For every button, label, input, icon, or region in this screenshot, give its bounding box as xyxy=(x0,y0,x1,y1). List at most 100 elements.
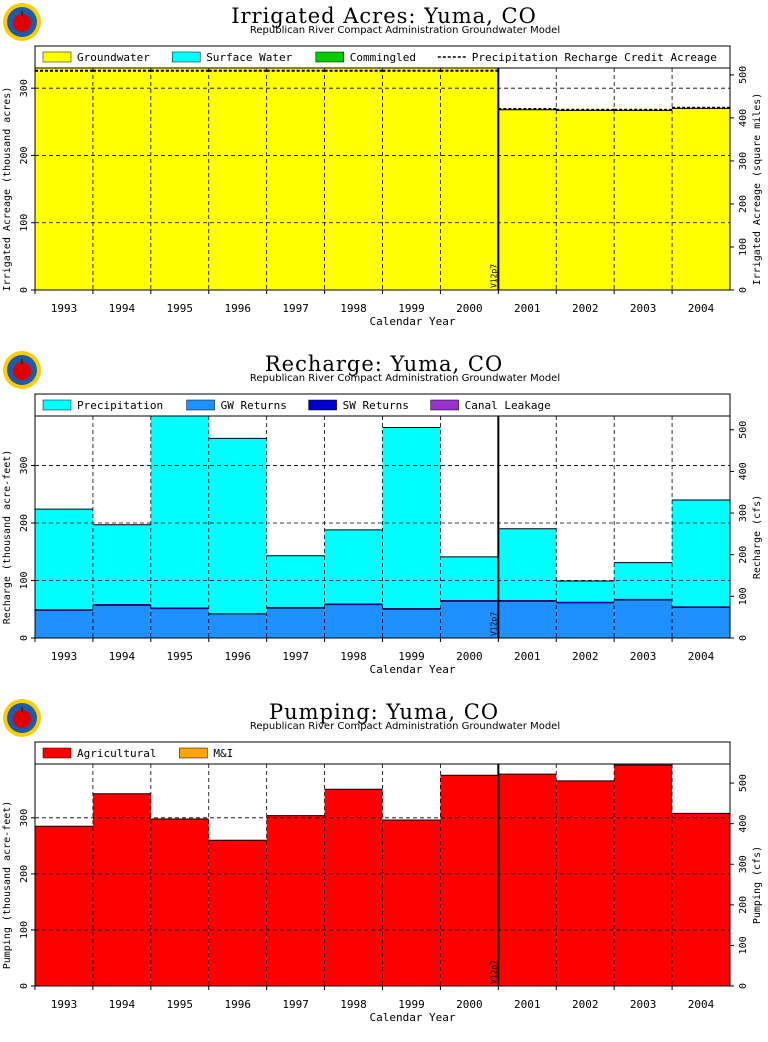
legend-label: Precipitation xyxy=(77,399,163,412)
y-right-tick-label: 500 xyxy=(738,421,749,439)
apple-logo-icon xyxy=(3,699,41,737)
y-right-axis-title: Pumping (cfs) xyxy=(752,846,763,924)
y-right-tick-label: 500 xyxy=(738,774,749,792)
bar-agricultural-2002 xyxy=(556,780,615,986)
x-tick-label: 2000 xyxy=(456,302,483,315)
x-tick-label: 1998 xyxy=(340,302,367,315)
legend-label: Canal Leakage xyxy=(465,399,551,412)
apple-logo-icon xyxy=(3,3,41,41)
bar-sw-returns-1995 xyxy=(150,607,209,609)
bar-precipitation-2000 xyxy=(440,556,499,601)
x-tick-label: 1993 xyxy=(51,650,78,663)
bar-groundwater-2001 xyxy=(498,109,557,290)
x-tick-label: 2000 xyxy=(456,650,483,663)
bar-precipitation-2001 xyxy=(498,528,557,601)
pumping-panel: Pumping: Yuma, CO Republican River Compa… xyxy=(0,696,768,1042)
y-tick-label: 0 xyxy=(19,983,30,989)
x-tick-label: 1999 xyxy=(398,650,425,663)
y-right-tick-label: 500 xyxy=(738,66,749,84)
legend-label: Commingled xyxy=(350,51,416,64)
y-right-tick-label: 0 xyxy=(738,983,749,989)
x-tick-label: 1998 xyxy=(340,650,367,663)
bar-gw-returns-1993 xyxy=(35,610,93,638)
y-right-tick-label: 100 xyxy=(738,936,749,954)
y-right-tick-label: 0 xyxy=(738,635,749,641)
bar-groundwater-1997 xyxy=(266,68,325,290)
x-tick-label: 2004 xyxy=(688,302,715,315)
y-right-tick-label: 200 xyxy=(738,195,749,213)
y-right-tick-label: 200 xyxy=(738,896,749,914)
legend-swatch xyxy=(42,51,72,63)
x-tick-label: 1997 xyxy=(282,302,309,315)
bar-gw-returns-2002 xyxy=(556,602,615,638)
y-axis-title: Pumping (thousand acre-feet) xyxy=(2,801,13,970)
x-axis-title: Calendar Year xyxy=(369,1011,455,1024)
x-tick-label: 1996 xyxy=(224,302,251,315)
y-tick-label: 0 xyxy=(19,287,30,293)
bar-groundwater-1994 xyxy=(92,68,151,290)
bar-gw-returns-2003 xyxy=(614,600,673,638)
y-right-axis-title: Irrigated Acreage (square miles) xyxy=(752,93,763,286)
bar-groundwater-2000 xyxy=(440,68,499,290)
y-right-axis-title: Recharge (cfs) xyxy=(752,495,763,579)
x-tick-label: 2004 xyxy=(688,998,715,1011)
chart-plot: Precipitation GW Returns SW Returns Canal L… xyxy=(2,393,763,676)
bar-gw-returns-1996 xyxy=(208,613,267,638)
bar-groundwater-1995 xyxy=(150,68,209,290)
bar-agricultural-1995 xyxy=(150,818,209,986)
bar-precipitation-2003 xyxy=(614,562,673,599)
y-right-tick-label: 100 xyxy=(738,587,749,605)
bar-sw-returns-2004 xyxy=(672,606,730,608)
bar-sw-returns-1998 xyxy=(324,603,383,605)
bar-agricultural-1994 xyxy=(92,793,151,986)
y-axis-title: Irrigated Acreage (thousand acres) xyxy=(2,87,13,292)
x-tick-label: 1995 xyxy=(167,302,194,315)
y-right-tick-label: 400 xyxy=(738,109,749,127)
bar-agricultural-2001 xyxy=(498,774,557,986)
x-tick-label: 2003 xyxy=(630,302,657,315)
legend-swatch xyxy=(315,51,345,63)
bar-groundwater-2003 xyxy=(614,110,673,290)
x-tick-label: 2003 xyxy=(630,650,657,663)
bar-precipitation-1997 xyxy=(266,555,325,607)
chart-plot: Groundwater Surface Water Commingled Precip… xyxy=(2,45,763,328)
x-tick-label: 1994 xyxy=(109,650,136,663)
x-tick-label: 2001 xyxy=(514,998,541,1011)
bar-groundwater-1998 xyxy=(324,68,383,290)
version-marker-label: V12p7 xyxy=(489,612,498,636)
legend-swatch xyxy=(42,747,72,759)
chart-plot: Agricultural M&I V12p7 0 100 200 300 0 100 200 300… xyxy=(2,741,763,1024)
chart-title: Recharge: Yuma, CO xyxy=(264,352,504,376)
x-tick-label: 1993 xyxy=(51,302,78,315)
version-marker-label: V12p7 xyxy=(489,264,498,288)
y-right-tick-label: 300 xyxy=(738,855,749,873)
bar-agricultural-2000 xyxy=(440,775,499,986)
legend-label: Precipitation Recharge Credit Acreage xyxy=(472,51,717,64)
legend-swatch xyxy=(42,399,72,411)
bar-agricultural-1997 xyxy=(266,815,325,986)
y-axis-title: Recharge (thousand acre-feet) xyxy=(2,450,13,625)
y-right-tick-label: 0 xyxy=(738,287,749,293)
bar-groundwater-2004 xyxy=(672,108,730,290)
y-right-tick-label: 400 xyxy=(738,462,749,480)
legend-swatch xyxy=(186,399,215,411)
legend-label: SW Returns xyxy=(343,399,409,412)
apple-logo-icon xyxy=(3,351,41,389)
legend-swatch xyxy=(171,51,201,63)
x-tick-label: 1998 xyxy=(340,998,367,1011)
x-tick-label: 1995 xyxy=(167,650,194,663)
x-tick-label: 1999 xyxy=(398,302,425,315)
bar-gw-returns-1994 xyxy=(92,605,151,638)
chart-subtitle: Republican River Compact Administration … xyxy=(249,373,561,384)
version-marker-label: V12p7 xyxy=(489,960,498,984)
bar-precipitation-2002 xyxy=(556,581,615,602)
bar-sw-returns-2001 xyxy=(498,600,557,602)
x-tick-label: 2003 xyxy=(630,998,657,1011)
legend-swatch xyxy=(430,399,459,411)
x-tick-label: 2002 xyxy=(572,302,599,315)
bar-agricultural-1999 xyxy=(382,820,441,986)
legend-label: Surface Water xyxy=(206,51,292,64)
y-tick-label: 200 xyxy=(19,514,30,532)
bar-gw-returns-2001 xyxy=(498,601,557,638)
bar-precipitation-1994 xyxy=(92,524,151,605)
